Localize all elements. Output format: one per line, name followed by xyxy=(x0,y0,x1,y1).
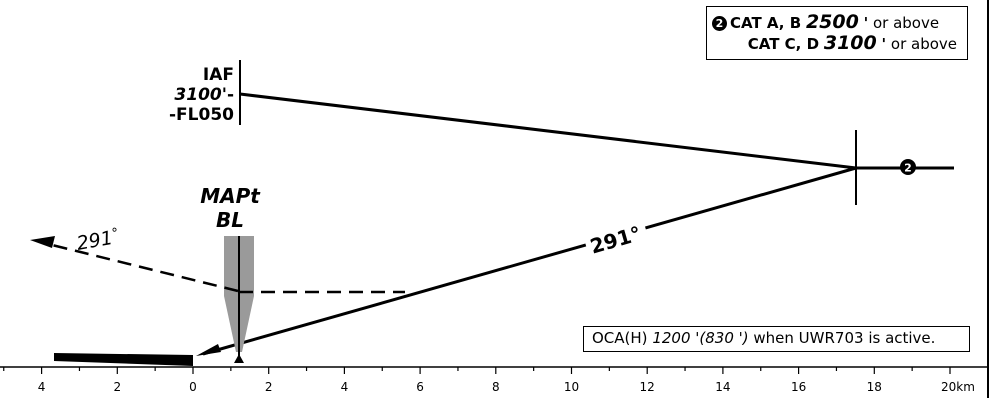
missed-track-value: 291 xyxy=(75,227,115,255)
condition-ab-suffix: or above xyxy=(872,14,940,32)
scale-label: 4 xyxy=(341,380,349,394)
iaf-altitude-top-value: 3100 xyxy=(174,85,221,105)
scale-label: 12 xyxy=(640,380,655,394)
condition-ab-ft: ' xyxy=(863,14,869,32)
scale-label: 2 xyxy=(113,380,121,394)
scale-label: 14 xyxy=(715,380,730,394)
mapt-ident: BL xyxy=(216,208,244,232)
oca-prefix: OCA(H) xyxy=(592,329,648,347)
scale-label: 6 xyxy=(416,380,424,394)
condition-ab-cat: CAT A, B xyxy=(730,14,802,32)
initial-descent-line xyxy=(239,92,857,170)
condition-cd-cat: CAT C, D xyxy=(747,35,820,53)
final-track-label-group: 291° xyxy=(582,216,650,259)
condition-cd-altitude: 3100 xyxy=(823,32,877,54)
segment-badge-circle xyxy=(900,159,916,175)
iaf-altitude-top: 3100'- xyxy=(174,85,234,105)
final-track-label: 291° xyxy=(587,221,643,258)
oca-suffix: when UWR703 is active. xyxy=(753,329,936,347)
scale-label: 20km xyxy=(941,380,975,394)
category-conditions-box: 2 CAT A, B 2500 ' or above CAT C, D 3100 … xyxy=(706,6,968,60)
missed-approach-arrowhead xyxy=(30,236,55,248)
scale-label: 4 xyxy=(38,380,46,394)
oca-note-box: OCA(H) 1200 '(830 ') when UWR703 is acti… xyxy=(583,326,970,352)
scale-label: 8 xyxy=(492,380,500,394)
scale-label: 2 xyxy=(265,380,273,394)
iaf-altitude-bottom: -FL050 xyxy=(169,105,234,125)
final-arrowhead xyxy=(196,344,221,356)
oca-value: 1200 ' xyxy=(652,329,700,347)
oca-paren: (830 ') xyxy=(699,329,749,347)
missed-track-degree: ° xyxy=(111,226,120,242)
condition-cd-ft: ' xyxy=(881,35,887,53)
final-approach-line xyxy=(202,166,857,356)
scale-label: 18 xyxy=(867,380,882,394)
iaf-label: IAF xyxy=(203,65,234,85)
condition-line-cd: CAT C, D 3100 ' or above xyxy=(748,33,957,54)
scale-label: 0 xyxy=(189,380,197,394)
scale-ticks xyxy=(3,367,951,374)
scale-label: 10 xyxy=(564,380,579,394)
scale-label: 16 xyxy=(791,380,806,394)
mapt-triangle xyxy=(234,354,244,363)
condition-line-ab: 2 CAT A, B 2500 ' or above xyxy=(712,12,939,33)
missed-track-label: 291° xyxy=(75,226,121,255)
iaf-altitude-top-suffix: '- xyxy=(222,85,234,105)
final-track-label-bg xyxy=(582,216,650,259)
missed-approach-climb-dash xyxy=(43,241,239,293)
condition-ab-altitude: 2500 xyxy=(805,11,859,33)
mapt-label: MAPt xyxy=(200,184,261,208)
condition-cd-suffix: or above xyxy=(890,35,957,53)
scale-labels: 4 2 0 2 4 6 8 10 12 14 16 18 20km xyxy=(38,380,975,394)
condition-badge: 2 xyxy=(712,16,727,31)
segment-badge-number: 2 xyxy=(904,162,912,175)
runway-bar xyxy=(54,353,193,366)
